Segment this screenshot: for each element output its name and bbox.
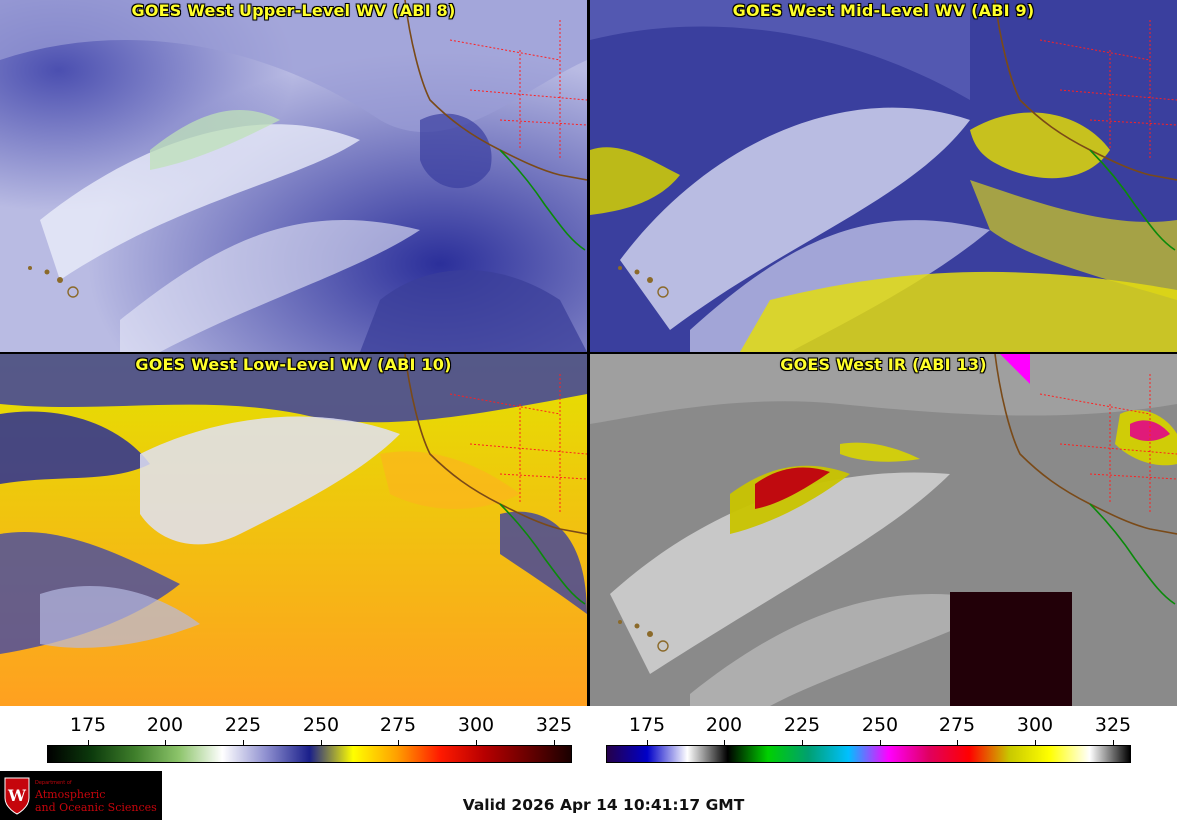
colorbar-tick-label: 275 bbox=[379, 714, 417, 736]
colorbar-tick-mark bbox=[880, 740, 881, 746]
panel-title: GOES West Low-Level WV (ABI 10) bbox=[135, 355, 452, 374]
ir-colorbar-gradient bbox=[606, 745, 1131, 763]
colorbar-tick-label: 250 bbox=[302, 714, 340, 736]
colorbar-tick-mark bbox=[165, 740, 166, 746]
colorbar-tick-mark bbox=[724, 740, 725, 746]
colorbar-tick-label: 175 bbox=[69, 714, 107, 736]
panel-divider-horizontal bbox=[0, 352, 1177, 354]
colorbar-tick-mark bbox=[243, 740, 244, 746]
colorbar-tick-mark bbox=[1035, 740, 1036, 746]
colorbar-tick-mark bbox=[1113, 740, 1114, 746]
colorbar-tick-label: 200 bbox=[146, 714, 184, 736]
logo-department-text: Department of bbox=[35, 780, 72, 786]
colorbar-tick-label: 300 bbox=[1016, 714, 1054, 736]
logo-line-2: and Oceanic Sciences bbox=[35, 801, 157, 814]
colorbar-tick-mark bbox=[554, 740, 555, 746]
wv-colorbar: 175 200 225 250 275 300 325 bbox=[47, 706, 572, 766]
colorbar-tick-label: 325 bbox=[1094, 714, 1132, 736]
colorbar-tick-label: 225 bbox=[224, 714, 262, 736]
colorbar-tick-mark bbox=[476, 740, 477, 746]
panel-title: GOES West IR (ABI 13) bbox=[780, 355, 987, 374]
colorbar-tick-label: 200 bbox=[705, 714, 743, 736]
colorbar-tick-mark bbox=[398, 740, 399, 746]
colorbar-tick-label: 325 bbox=[535, 714, 573, 736]
panel-mid-level-wv: GOES West Mid-Level WV (ABI 9) bbox=[590, 0, 1177, 352]
ir-colorbar: 175 200 225 250 275 300 325 bbox=[606, 706, 1131, 766]
colorbar-tick-mark bbox=[321, 740, 322, 746]
uw-crest-icon: W bbox=[4, 777, 30, 815]
panel-ir: GOES West IR (ABI 13) bbox=[590, 354, 1177, 706]
colorbar-tick-mark bbox=[802, 740, 803, 746]
upper-level-wv-image bbox=[0, 0, 587, 352]
colorbar-tick-label: 275 bbox=[938, 714, 976, 736]
aos-logo[interactable]: W Department of Atmospheric and Oceanic … bbox=[0, 771, 162, 820]
low-level-wv-image bbox=[0, 354, 587, 706]
panel-upper-level-wv: GOES West Upper-Level WV (ABI 8) bbox=[0, 0, 587, 352]
colorbar-tick-mark bbox=[88, 740, 89, 746]
colorbar-tick-mark bbox=[647, 740, 648, 746]
wv-colorbar-gradient bbox=[47, 745, 572, 763]
colorbar-tick-label: 225 bbox=[783, 714, 821, 736]
panel-low-level-wv: GOES West Low-Level WV (ABI 10) bbox=[0, 354, 587, 706]
colorbar-tick-label: 175 bbox=[628, 714, 666, 736]
ir-image bbox=[590, 354, 1177, 706]
valid-time-label: Valid 2026 Apr 14 10:41:17 GMT bbox=[462, 796, 745, 814]
panel-title: GOES West Upper-Level WV (ABI 8) bbox=[131, 1, 456, 20]
svg-text:W: W bbox=[7, 786, 27, 805]
colorbar-tick-label: 300 bbox=[457, 714, 495, 736]
colorbar-tick-mark bbox=[957, 740, 958, 746]
colorbar-tick-label: 250 bbox=[861, 714, 899, 736]
mid-level-wv-image bbox=[590, 0, 1177, 352]
panel-title: GOES West Mid-Level WV (ABI 9) bbox=[732, 1, 1035, 20]
logo-line-1: Atmospheric bbox=[35, 788, 106, 801]
